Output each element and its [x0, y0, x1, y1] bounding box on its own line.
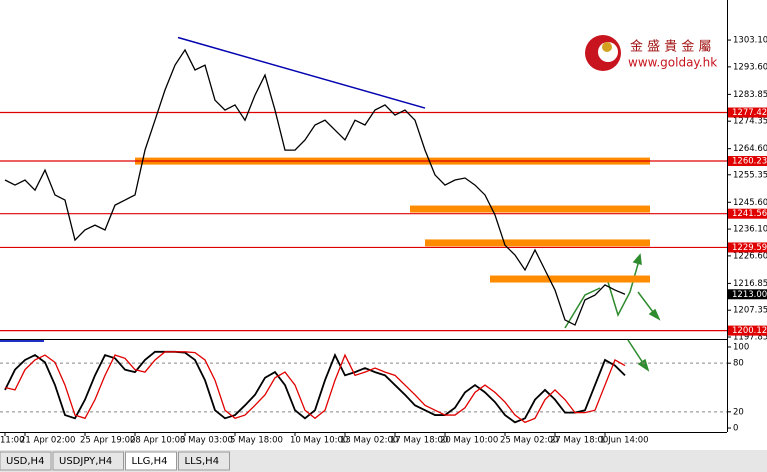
logo-name: 金 盛 貴 金 屬: [630, 39, 712, 55]
current-price-box: [728, 289, 767, 300]
x-tick-label: 1 Jun 14:00: [600, 436, 649, 446]
level-label: 1241.56: [732, 209, 767, 219]
y-tick-label: 0: [733, 424, 738, 434]
level-label-box: [728, 156, 767, 167]
x-tick-label: 25 May 02:00: [500, 436, 558, 446]
y-tick-label: 1236.10: [733, 225, 767, 235]
tab-label[interactable]: USDJPY,H4: [59, 456, 112, 467]
y-tick-label: 1293.60: [733, 62, 767, 72]
oscillator-line: [4, 351, 626, 424]
level-label-box: [728, 242, 767, 253]
arrow: [564, 287, 601, 329]
arrow-head: [632, 253, 642, 266]
level-label: 1229.59: [732, 243, 767, 253]
tab[interactable]: [125, 451, 177, 471]
arrow-head: [637, 358, 650, 372]
level-label: 1277.42: [732, 108, 767, 118]
y-tick-label: 1245.60: [733, 198, 767, 208]
price-line: [4, 48, 626, 326]
y-tick-label: 1264.60: [733, 144, 767, 154]
logo-url: www.golday.hk: [628, 56, 717, 70]
level-label-box: [728, 208, 767, 219]
zone: [490, 275, 650, 283]
y-tick-label: 1226.60: [733, 251, 767, 261]
y-tick-label: 1283.85: [733, 90, 767, 100]
level-label-box: [728, 107, 767, 118]
x-tick-label: 10 May 10:00: [290, 436, 348, 446]
tab[interactable]: [178, 451, 230, 471]
x-tick-label: 3 May 03:00: [180, 436, 233, 446]
x-tick-label: 25 Apr 19:00: [80, 436, 135, 446]
zone: [425, 239, 650, 247]
y-tick-label: 1303.10: [733, 36, 767, 46]
zone: [410, 205, 650, 213]
logo-mark: [602, 42, 612, 52]
arrows: [564, 253, 661, 372]
tab-label[interactable]: USD,H4: [6, 456, 44, 467]
tab-label[interactable]: LLS,H4: [185, 456, 220, 467]
arrow-head: [648, 308, 661, 321]
level-label: 1200.12: [732, 326, 767, 336]
x-tick-label: 17 May 18:00: [390, 436, 448, 446]
trendline: [177, 36, 426, 109]
y-tick-label: 100: [733, 342, 749, 352]
x-tick-label: 5 May 18:00: [230, 436, 283, 446]
y-tick-label: 1207.35: [733, 306, 767, 316]
x-tick-label: 28 Apr 10:00: [130, 436, 185, 446]
tab[interactable]: [52, 451, 124, 471]
current-price-label: 1213.00: [732, 290, 767, 300]
x-tick-label: 13 May 02:00: [340, 436, 398, 446]
logo: 金 盛 貴 金 屬 www.golday.hk: [585, 35, 717, 71]
level-label: 1260.23: [732, 157, 767, 167]
y-tick-label: 1216.85: [733, 279, 767, 289]
x-tick-label: 20 May 10:00: [440, 436, 498, 446]
y-tick-label: 80: [733, 359, 744, 369]
y-tick-label: 1274.35: [733, 117, 767, 127]
y-tick-label: 1197.85: [733, 333, 767, 343]
x-tick-label: 11:00: [0, 436, 25, 446]
tab-label[interactable]: LLG,H4: [132, 456, 168, 467]
tab[interactable]: [0, 451, 52, 471]
y-tick-label: 20: [733, 407, 744, 417]
y-tick-label: 1255.35: [733, 170, 767, 180]
arrow: [607, 256, 641, 317]
x-tick-label: 27 May 18:00: [550, 436, 608, 446]
x-tick-label: 21 Apr 02:00: [20, 436, 75, 446]
level-label-box: [728, 325, 767, 336]
